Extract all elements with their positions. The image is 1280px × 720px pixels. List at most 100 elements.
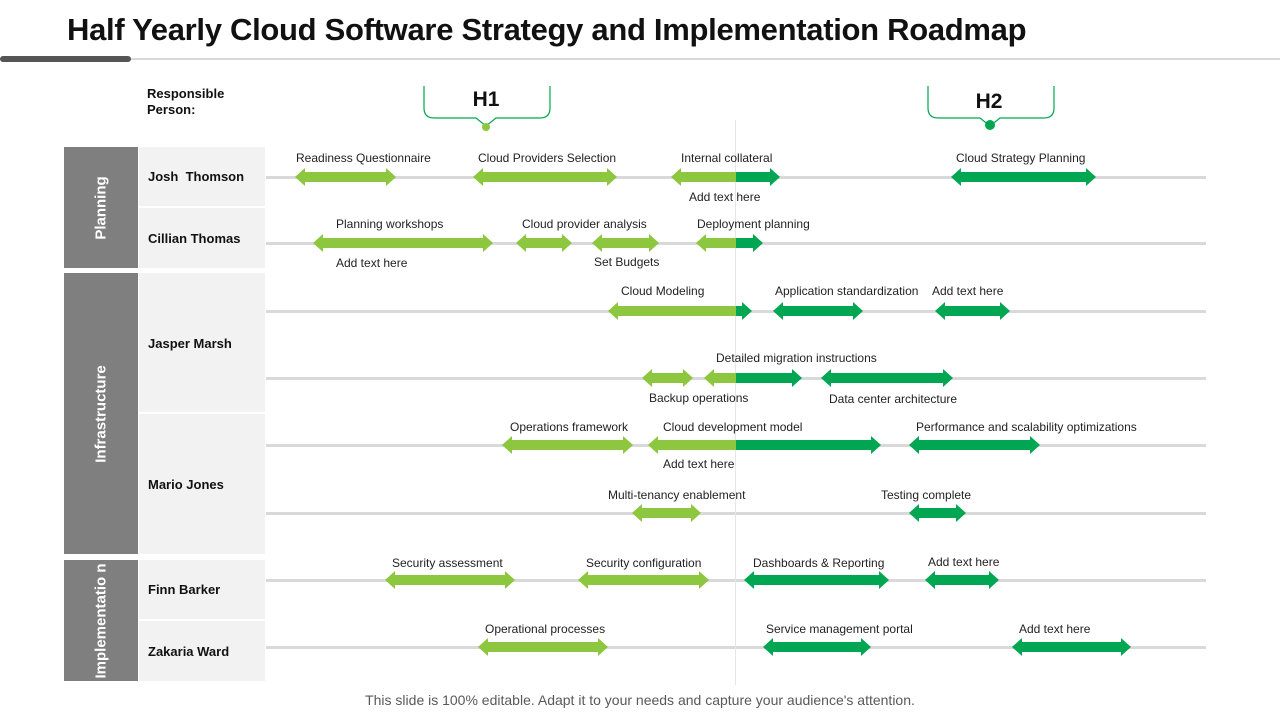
- bar-segment-dark: [736, 373, 793, 383]
- person-cell: [139, 208, 265, 268]
- task-bar: [478, 638, 608, 656]
- task-bar: [632, 504, 701, 522]
- task-label: Add text here: [663, 457, 735, 471]
- h1-label: H1: [472, 88, 500, 111]
- person-cell: [139, 414, 265, 554]
- bar-segment: [487, 642, 599, 652]
- arrow-left-icon: [671, 168, 681, 186]
- task-bar: [909, 504, 966, 522]
- person-name: Mario Jones: [148, 477, 224, 492]
- bar-segment-dark: [736, 306, 743, 316]
- task-label: Add text here: [336, 256, 408, 270]
- task-label: Set Budgets: [594, 255, 660, 269]
- section-implementation: Implementatio n: [64, 560, 138, 681]
- h2-callout: [927, 86, 1055, 130]
- task-label: Security configuration: [586, 556, 702, 570]
- arrow-left-icon: [925, 571, 935, 589]
- title-accent-bar: [0, 56, 131, 62]
- bar-segment-light: [617, 306, 736, 316]
- task-label: Readiness Questionnaire: [296, 151, 431, 165]
- person-name: Zakaria Ward: [148, 644, 230, 659]
- task-label: Cloud Modeling: [621, 284, 705, 298]
- bar-segment: [482, 172, 608, 182]
- bar-segment: [753, 575, 880, 585]
- bar-segment: [525, 238, 563, 248]
- bar-segment: [651, 373, 684, 383]
- task-label: Cloud Strategy Planning: [956, 151, 1086, 165]
- task-bar: [951, 168, 1096, 186]
- bar-segment-light: [657, 440, 736, 450]
- arrow-left-icon: [935, 302, 945, 320]
- arrow-right-icon: [943, 369, 953, 387]
- arrow-right-icon: [1086, 168, 1096, 186]
- section-infrastructure: Infrastructure: [64, 273, 138, 554]
- task-bar: [704, 369, 802, 387]
- arrow-left-icon: [744, 571, 754, 589]
- task-label: Security assessment: [392, 556, 503, 570]
- task-bar: [671, 168, 780, 186]
- arrow-right-icon: [386, 168, 396, 186]
- person-name: Cillian Thomas: [148, 231, 241, 246]
- bar-segment: [601, 238, 650, 248]
- task-label: Planning workshops: [336, 217, 444, 231]
- person-name: Josh Thomson: [148, 169, 245, 184]
- bar-segment: [304, 172, 387, 182]
- arrow-left-icon: [502, 436, 512, 454]
- bar-segment: [960, 172, 1087, 182]
- task-bar: [608, 302, 752, 320]
- bar-segment: [511, 440, 624, 450]
- task-label: Add text here: [928, 555, 1000, 569]
- arrow-left-icon: [608, 302, 618, 320]
- task-label: Add text here: [1019, 622, 1091, 636]
- task-bar: [696, 234, 763, 252]
- arrow-left-icon: [696, 234, 706, 252]
- task-bar: [473, 168, 617, 186]
- task-label: Cloud Providers Selection: [478, 151, 617, 165]
- person-cell: [139, 147, 265, 206]
- section-label: Implementatio n: [92, 563, 110, 679]
- task-bar: [909, 436, 1040, 454]
- section-label: Planning: [92, 175, 110, 240]
- title-underline: [0, 58, 1280, 60]
- task-label: Application standardization: [775, 284, 919, 298]
- task-label: Multi-tenancy enablement: [608, 488, 746, 502]
- arrow-left-icon: [773, 302, 783, 320]
- half-year-divider: [735, 120, 736, 685]
- arrow-right-icon: [770, 168, 780, 186]
- arrow-right-icon: [623, 436, 633, 454]
- task-label: Operations framework: [510, 420, 629, 434]
- h1-callout: [423, 86, 551, 131]
- arrow-left-icon: [909, 436, 919, 454]
- arrow-right-icon: [699, 571, 709, 589]
- arrow-left-icon: [821, 369, 831, 387]
- arrow-right-icon: [505, 571, 515, 589]
- arrow-right-icon: [956, 504, 966, 522]
- arrow-left-icon: [592, 234, 602, 252]
- arrow-right-icon: [691, 504, 701, 522]
- section-planning: Planning: [64, 147, 138, 268]
- bar-segment-dark: [736, 172, 771, 182]
- arrow-left-icon: [313, 234, 323, 252]
- arrow-left-icon: [763, 638, 773, 656]
- task-label: Add text here: [689, 190, 761, 204]
- section-label: Infrastructure: [92, 364, 110, 463]
- task-bar: [642, 369, 693, 387]
- arrow-right-icon: [1121, 638, 1131, 656]
- task-label: Dashboards & Reporting: [753, 556, 885, 570]
- person-name: Jasper Marsh: [148, 336, 232, 351]
- task-bar: [935, 302, 1010, 320]
- task-label: Service management portal: [766, 622, 913, 636]
- bar-segment: [918, 440, 1031, 450]
- task-bar: [744, 571, 889, 589]
- task-bar: [821, 369, 953, 387]
- arrow-left-icon: [478, 638, 488, 656]
- page-title: Half Yearly Cloud Software Strategy and …: [67, 12, 1027, 47]
- bar-segment: [934, 575, 990, 585]
- task-bar: [578, 571, 709, 589]
- arrow-right-icon: [753, 234, 763, 252]
- arrow-left-icon: [632, 504, 642, 522]
- arrow-right-icon: [607, 168, 617, 186]
- bar-segment: [782, 306, 854, 316]
- arrow-right-icon: [483, 234, 493, 252]
- task-bar: [648, 436, 881, 454]
